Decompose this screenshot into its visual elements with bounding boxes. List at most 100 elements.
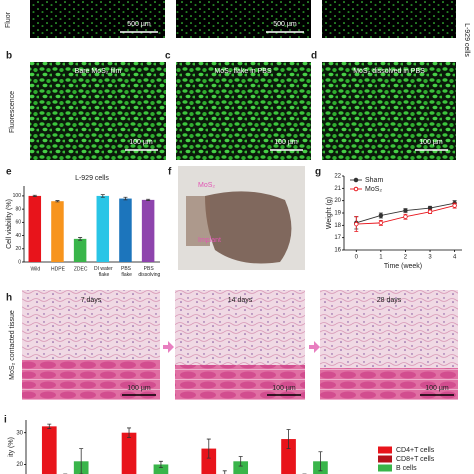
line [356, 202, 455, 224]
panel-letter: f [168, 167, 172, 178]
y-axis-label: Weight (g) [326, 197, 333, 229]
panel-f: f MoS₂ Implant [168, 166, 305, 270]
error-bar [78, 237, 83, 241]
legend-label: CD8+T cells [396, 456, 435, 463]
error-bar [238, 456, 243, 467]
bar [51, 201, 64, 262]
scale-label: 500 µm [273, 21, 297, 28]
y-tick-label: 20 [16, 462, 23, 468]
error-bar [318, 451, 323, 472]
error-bar [286, 429, 291, 449]
marker [354, 221, 359, 227]
scale-label: 100 µm [272, 385, 296, 392]
scale-label: 100 µm [274, 139, 298, 146]
bar [201, 448, 217, 474]
error-bar [79, 448, 84, 474]
panel-letter: i [4, 415, 7, 426]
x-tick-label: 4 [453, 255, 457, 261]
x-tick-label: HDPE [51, 266, 66, 272]
panel-title: MoS₂ flake in PBS [214, 68, 272, 75]
marker [452, 203, 457, 208]
error-bar [222, 470, 227, 474]
bar [41, 426, 57, 474]
y-tick-label: 20 [334, 198, 341, 204]
error-bar [55, 200, 60, 203]
side-label: L-929 cells [463, 23, 470, 57]
side-label: Fluor [5, 11, 12, 28]
legend-label: MoS₂ [365, 186, 382, 193]
side-label: MoS₂ contacted tissue [9, 310, 16, 380]
legend-marker [353, 177, 359, 183]
panel-letter: h [6, 293, 12, 304]
row-a: Fluor L-929 cells 500 µm 500 µm [5, 0, 470, 57]
bar [73, 238, 87, 262]
y-tick-label: 19 [334, 211, 341, 217]
x-tick-label: DI water flake [94, 266, 113, 278]
error-bar [158, 460, 163, 469]
bar [121, 432, 137, 474]
marker [427, 205, 433, 211]
panel-title: 14 days [228, 297, 253, 304]
panel-letter: g [315, 167, 321, 178]
y-tick-label: 80 [15, 206, 21, 212]
panel-letter: b [6, 51, 12, 62]
bar [141, 199, 155, 262]
panel-title: Bare MoS₂ film [75, 68, 122, 75]
scale-label: 100 µm [419, 139, 443, 146]
panel-title: 28 days [377, 297, 402, 304]
arrow [309, 341, 320, 353]
scale-label: 500 µm [127, 21, 151, 28]
x-tick-label: 1 [379, 255, 383, 261]
row-b: Fluorescence b c d Bare MoS₂ film MoS₂ f… [6, 51, 456, 160]
chart-title: L-929 cells [75, 175, 109, 182]
panel-letter: d [311, 51, 317, 62]
error-bar [146, 198, 151, 201]
error-bar [123, 196, 128, 201]
y-tick-label: 40 [15, 233, 21, 239]
histology [22, 290, 458, 400]
row-h: h MoS₂ contacted tissue 7 days 14 days 2… [6, 290, 458, 400]
bar [281, 439, 296, 474]
micrograph [322, 0, 456, 38]
x-tick-label: PBS flake [120, 266, 132, 278]
micrograph [30, 62, 166, 160]
implant [205, 191, 292, 264]
x-tick-label: 0 [355, 255, 359, 261]
panel-letter: e [6, 167, 12, 178]
marker [403, 208, 408, 213]
photo-label: Implant [198, 237, 221, 244]
y-tick-label: 16 [334, 248, 341, 254]
micrograph [322, 62, 456, 160]
x-tick-label: Wild [30, 266, 40, 272]
x-tick-label: ZDEC [74, 266, 88, 272]
bar [28, 195, 42, 262]
bar [119, 198, 132, 262]
micrograph [176, 62, 311, 160]
x-tick-label: 3 [428, 255, 432, 261]
bar [153, 464, 169, 474]
arrow [163, 341, 174, 353]
y-axis-label: Cell viability (%) [6, 199, 13, 249]
y-tick-label: 17 [334, 235, 341, 241]
scale-label: 100 µm [127, 385, 151, 392]
y-tick-label: 20 [15, 246, 21, 252]
y-tick-label: 22 [334, 174, 341, 180]
x-tick-label: PBS dissolving [137, 266, 161, 278]
panel-letter: c [165, 51, 171, 62]
error-bar [47, 423, 52, 429]
marker [427, 209, 433, 214]
x-tick-label: 2 [404, 255, 408, 261]
error-bar [100, 194, 105, 198]
error-bar [206, 438, 211, 459]
y-tick-label: 21 [334, 186, 341, 192]
legend-label: B cells [396, 465, 417, 472]
y-tick-label: 100 [13, 193, 22, 199]
plot [41, 423, 328, 474]
marker [378, 220, 384, 226]
marker [378, 213, 384, 218]
y-tick-label: 0 [18, 259, 21, 265]
plot [28, 194, 155, 262]
legend-swatch [378, 446, 392, 454]
photo-label: MoS₂ [198, 182, 215, 189]
